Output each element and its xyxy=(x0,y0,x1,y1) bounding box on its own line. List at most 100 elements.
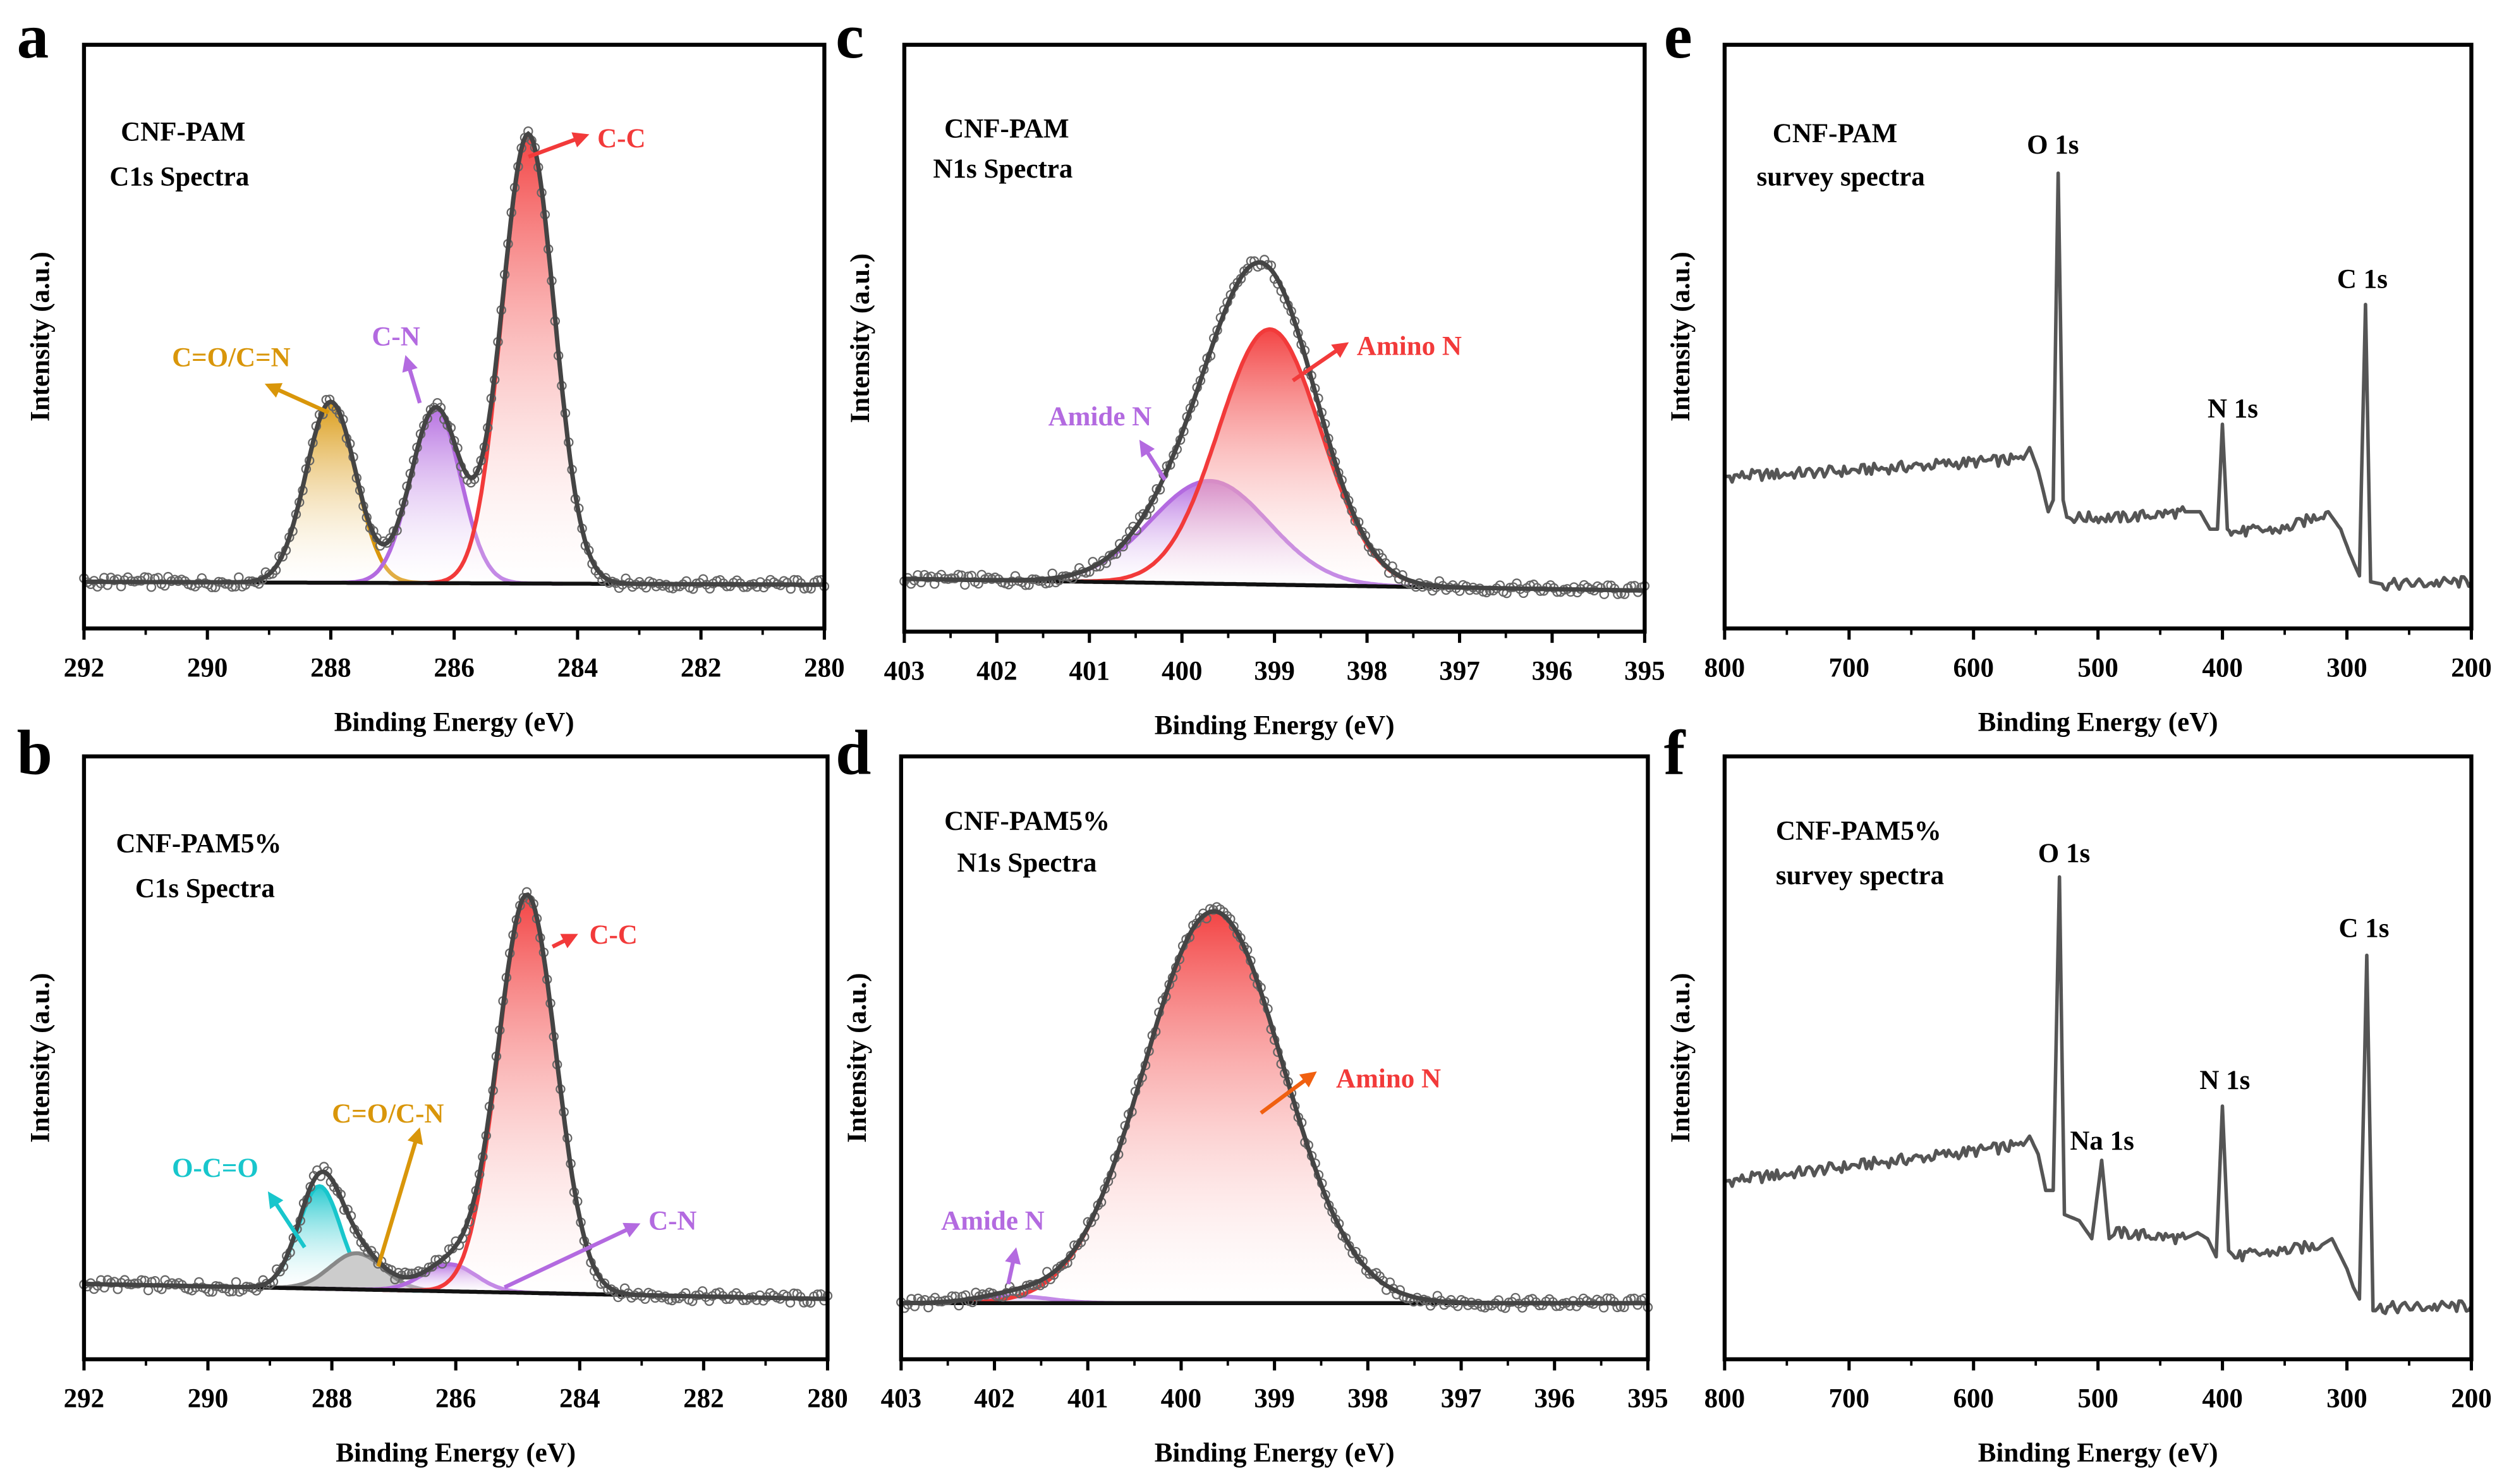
arrow-icon xyxy=(1260,1071,1317,1115)
arrow-icon xyxy=(1005,1247,1021,1285)
x-tick-label: 399 xyxy=(1254,1384,1295,1414)
x-tick-label: 398 xyxy=(1347,1384,1388,1414)
component-fill-c-o-c-n xyxy=(202,401,459,583)
fit-envelope xyxy=(904,260,1645,593)
x-tick-label: 397 xyxy=(1441,1384,1481,1414)
peak-label-o1s: O 1s xyxy=(2038,839,2090,868)
x-tick-label: 280 xyxy=(804,653,844,683)
panel-letter-e: e xyxy=(1664,1,1692,71)
x-tick-label: 395 xyxy=(1627,1384,1668,1414)
peak-label-o-c-o: O-C=O xyxy=(172,1153,258,1183)
arrow-icon xyxy=(264,383,330,415)
x-tick-label: 600 xyxy=(1953,653,1994,683)
x-tick-label: 403 xyxy=(881,1384,922,1414)
peak-label-amino-n: Amino N xyxy=(1357,332,1462,362)
x-tick-label: 290 xyxy=(188,1384,229,1414)
annotation-arrows xyxy=(264,132,1349,1289)
x-tick-label: 400 xyxy=(2202,1384,2243,1414)
annotations-b: CNF-PAM5% C1s Spectra C-C O-C=O C=O/C-N … xyxy=(116,829,697,1236)
plot-frame xyxy=(902,42,1647,634)
x-tick-label: 402 xyxy=(974,1384,1014,1414)
plot-frame xyxy=(82,754,830,1361)
annotations-d: CNF-PAM5% N1s Spectra Amino N Amide N xyxy=(941,806,1441,1236)
component-fill-c-c xyxy=(379,895,677,1296)
panel-letter-b: b xyxy=(17,717,52,788)
chart-panel-f: Binding Energy (eV) Intensity (a.u.) 800 70… xyxy=(1666,754,2492,1468)
component-fill-o-c-o xyxy=(210,1186,429,1291)
peak-label-n1s: N 1s xyxy=(2199,1066,2250,1095)
x-tick-label: 395 xyxy=(1624,656,1665,686)
x-tick-label: 400 xyxy=(1161,1384,1202,1414)
x-tick-label: 282 xyxy=(681,653,722,683)
arrow-icon xyxy=(376,1127,423,1267)
peak-label-n1s: N 1s xyxy=(2208,394,2258,423)
spectrum-label: N1s Spectra xyxy=(957,848,1097,878)
x-tick-label: 600 xyxy=(1953,1384,1994,1414)
sample-label: CNF-PAM5% xyxy=(944,806,1110,836)
y-axis-label: Intensity (a.u.) xyxy=(1666,252,1696,422)
arrow-icon xyxy=(402,355,422,404)
x-tick-label: 284 xyxy=(557,653,598,683)
x-axis-label: Binding Energy (eV) xyxy=(336,1438,576,1468)
x-tick-label: 200 xyxy=(2451,1384,2491,1414)
fit-envelope xyxy=(83,892,828,1301)
x-axis-label: Binding Energy (eV) xyxy=(1978,707,2218,737)
arrow-icon xyxy=(528,132,590,159)
peak-label-c-c: C-C xyxy=(597,124,645,154)
plot-frame xyxy=(1722,754,2474,1361)
peak-label-c1s: C 1s xyxy=(2337,264,2388,294)
x-tick-label: 288 xyxy=(310,653,351,683)
x-tick-label: 286 xyxy=(434,653,475,683)
x-tick-label: 397 xyxy=(1439,656,1480,686)
x-axis-label: Binding Energy (eV) xyxy=(1978,1438,2218,1468)
sample-label: CNF-PAM xyxy=(944,114,1069,144)
x-tick-label: 300 xyxy=(2326,1384,2367,1414)
peak-label-c1s: C 1s xyxy=(2338,914,2389,944)
chart-panel-b: Binding Energy (eV) Intensity (a.u.) 292 29… xyxy=(25,754,848,1468)
spectrum-label: survey spectra xyxy=(1756,162,1924,192)
sample-label: CNF-PAM xyxy=(121,118,245,147)
peak-label-o1s: O 1s xyxy=(2027,130,2079,160)
x-tick-label: 403 xyxy=(884,656,925,686)
annotations-e: CNF-PAM survey spectra O 1s C 1s N 1s xyxy=(1756,119,2387,423)
plot-frame xyxy=(1722,42,2474,631)
x-tick-label: 396 xyxy=(1534,1384,1575,1414)
chart-panel-e: Binding Energy (eV) Intensity (a.u.) 800 70… xyxy=(1666,42,2492,737)
x-tick-label: 400 xyxy=(1162,656,1202,686)
peak-label-amide-n: Amide N xyxy=(941,1207,1045,1236)
peak-label-c-n: C-N xyxy=(648,1207,696,1236)
x-tick-label: 280 xyxy=(807,1384,848,1414)
x-tick-label: 288 xyxy=(312,1384,353,1414)
x-tick-label: 284 xyxy=(559,1384,600,1414)
arrow-icon xyxy=(504,1222,641,1289)
x-tick-label: 290 xyxy=(187,653,228,683)
peak-label-na1s: Na 1s xyxy=(2070,1126,2134,1156)
component-fill-c-c xyxy=(392,134,664,585)
chart-panel-d: Binding Energy (eV) Intensity (a.u.) 403 40… xyxy=(842,754,1668,1468)
x-tick-label: 292 xyxy=(64,653,105,683)
x-tick-label: 400 xyxy=(2202,653,2243,683)
x-tick-label: 399 xyxy=(1254,656,1295,686)
arrow-icon xyxy=(267,1191,307,1249)
y-axis-label: Intensity (a.u.) xyxy=(25,973,55,1143)
x-axis-label: Binding Energy (eV) xyxy=(1155,1438,1395,1468)
y-axis-label: Intensity (a.u.) xyxy=(25,252,55,422)
survey-spectrum-line xyxy=(1724,875,2473,1315)
spectrum-label: C1s Spectra xyxy=(135,873,275,903)
spectrum-label: C1s Spectra xyxy=(109,162,249,192)
x-tick-label: 396 xyxy=(1532,656,1572,686)
x-tick-label: 500 xyxy=(2077,653,2118,683)
annotations-c: CNF-PAM N1s Spectra Amino N Amide N xyxy=(933,114,1462,432)
arrow-icon xyxy=(1291,342,1349,382)
x-tick-label: 800 xyxy=(1704,1384,1746,1414)
spectrum-label: survey spectra xyxy=(1776,861,1944,891)
y-axis-label: Intensity (a.u.) xyxy=(1666,973,1696,1143)
y-axis-label: Intensity (a.u.) xyxy=(846,253,875,423)
sample-label: CNF-PAM5% xyxy=(1776,816,1941,846)
panel-letter-f: f xyxy=(1664,717,1686,788)
x-tick-label: 292 xyxy=(64,1384,105,1414)
sample-label: CNF-PAM5% xyxy=(116,829,282,859)
panel-letter-d: d xyxy=(835,717,871,788)
peak-label-amide-n: Amide N xyxy=(1048,402,1152,432)
x-axis-label: Binding Energy (eV) xyxy=(1155,710,1395,740)
